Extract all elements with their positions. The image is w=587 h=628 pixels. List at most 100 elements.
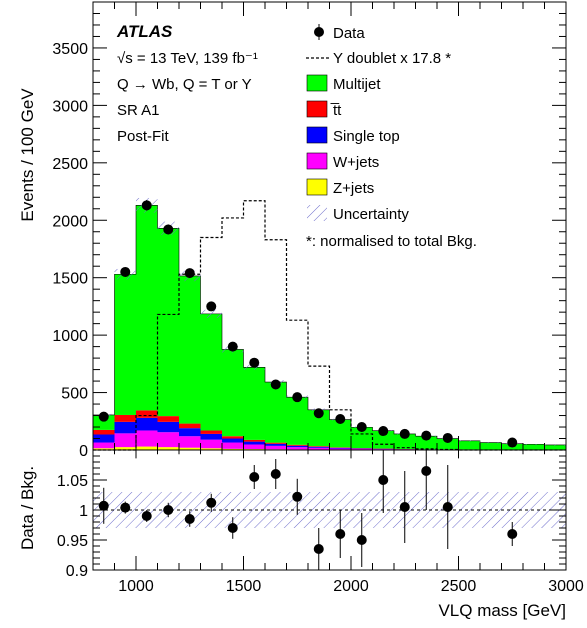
stack-bar-2-10 [308,446,330,448]
stack-bar-4-2 [136,205,158,411]
stack-bar-3-4 [179,423,201,429]
x-tick-label-0: 1000 [118,578,154,595]
stack-bar-1-10 [308,447,330,450]
stack-bar-2-0 [93,434,115,443]
stack-bar-4-8 [265,382,287,443]
x-tick-label-3: 2500 [441,578,477,595]
ratio-y-tick-label-0: 0.9 [66,563,88,580]
stack-bar-4-7 [243,367,265,440]
stack-bar-2-5 [200,433,222,440]
ratio-point-16 [442,502,453,512]
main-y-tick-label-5: 2500 [52,156,88,173]
ratio-panel: 0.9 0.95 1 1.05 1000 1500 2000 2500 3000 Data /… [18,449,584,620]
stack-bar-1-6 [222,442,244,449]
stack-bar-1-4 [179,436,201,448]
data-point-4 [184,268,195,279]
legend-uncertainty-label: Uncertainty [333,206,409,223]
uncertainty-bin-20 [523,444,545,446]
stack-bar-0-5 [200,448,222,450]
uncertainty-bin-21 [544,444,566,446]
ratio-y-axis: 0.9 0.95 1 1.05 [57,455,566,580]
stack-bar-3-10 [308,446,330,447]
uncertainty-bin-5 [200,309,222,318]
main-y-tick-label-0: 0 [79,443,88,460]
stack-bar-1-7 [243,444,265,450]
stack-bar-1-2 [136,430,158,447]
stack-bar-4-16 [437,438,459,450]
stack-bar-2-11 [329,447,351,449]
stack-bar-2-3 [157,421,179,433]
data-point-11 [335,413,346,424]
stack-bar-1-13 [372,449,394,450]
stack-bar-3-9 [286,444,308,446]
legend-signal-label: Y doublet x 17.8 * [333,50,451,67]
stack-bar-2-9 [286,445,308,448]
data-points-ratio [98,450,518,570]
ratio-y-axis-label: Data / Bkg. [18,466,37,550]
stack-bar-1-9 [286,447,308,450]
annotation-block: ATLAS √s = 13 TeV, 139 fb⁻¹ Q → Wb, Q = … [116,22,258,145]
legend-ttbar-swatch [306,100,328,118]
x-axis: 1000 1500 2000 2500 3000 [114,450,584,595]
ratio-y-tick-label-2: 1 [79,503,88,520]
data-point-6 [227,341,238,352]
main-y-tick-label-6: 3000 [52,98,88,115]
main-y-tick-label-7: 3500 [52,41,88,58]
stack-bar-4-6 [222,349,244,437]
total-background-outline [93,205,566,446]
stack-bar-4-10 [308,409,330,447]
stacked-backgrounds [93,205,566,450]
ratio-point-10 [313,544,324,554]
stack-bar-1-1 [114,433,136,448]
stack-bar-3-1 [114,414,136,422]
stack-bar-4-5 [200,313,222,431]
ratio-point-0 [98,500,109,511]
stack-bar-1-5 [200,439,222,449]
stack-bar-4-14 [394,433,416,449]
data-point-7 [249,357,260,368]
stack-bar-3-6 [222,436,244,439]
experiment-label: ATLAS [116,22,173,41]
stack-bar-4-17 [458,440,480,450]
stack-bar-1-12 [351,448,373,450]
stack-bar-4-20 [523,444,545,450]
data-point-13 [378,426,389,437]
legend-data-label: Data [333,25,365,42]
legend-multijet-swatch [306,74,328,92]
stack-bar-3-2 [136,410,158,418]
data-point-9 [292,392,303,403]
ratio-point-12 [356,535,367,545]
signal-normalisation-note: *: normalised to total Bkg. [306,233,477,250]
data-point-12 [356,422,367,433]
ratio-point-3 [163,505,174,515]
data-point-16 [442,432,453,443]
x-tick-label-4: 3000 [548,578,584,595]
stack-bar-0-2 [136,446,158,450]
ratio-point-15 [421,466,432,476]
legend-uncertainty-swatch [307,205,327,221]
legend-singletop-label: Single top [333,128,400,145]
ratio-point-7 [249,472,260,482]
stack-bar-1-3 [157,432,179,448]
ratio-y-tick-label-3: 1.05 [57,473,88,490]
stack-bar-4-12 [351,427,373,449]
uncertainty-bin-18 [480,442,502,444]
legend-zjets-swatch [306,178,328,196]
stack-bar-1-8 [265,445,287,450]
data-point-15 [421,430,432,441]
stack-bar-3-0 [93,429,115,435]
legend-wjets-swatch [306,152,328,170]
legend-singletop-swatch [306,126,328,144]
stack-bar-4-0 [93,414,115,430]
stack-bar-4-4 [179,275,201,424]
ratio-point-14 [399,502,410,512]
stack-bar-4-3 [157,228,179,417]
legend-wjets-label: W+jets [333,154,379,171]
ratio-point-1 [120,502,131,513]
ratio-point-5 [206,497,217,508]
ratio-point-13 [378,475,389,485]
stack-bar-2-4 [179,428,201,437]
legend-ttbar-label: t̅t [330,102,342,119]
stack-bar-0-6 [222,448,244,450]
